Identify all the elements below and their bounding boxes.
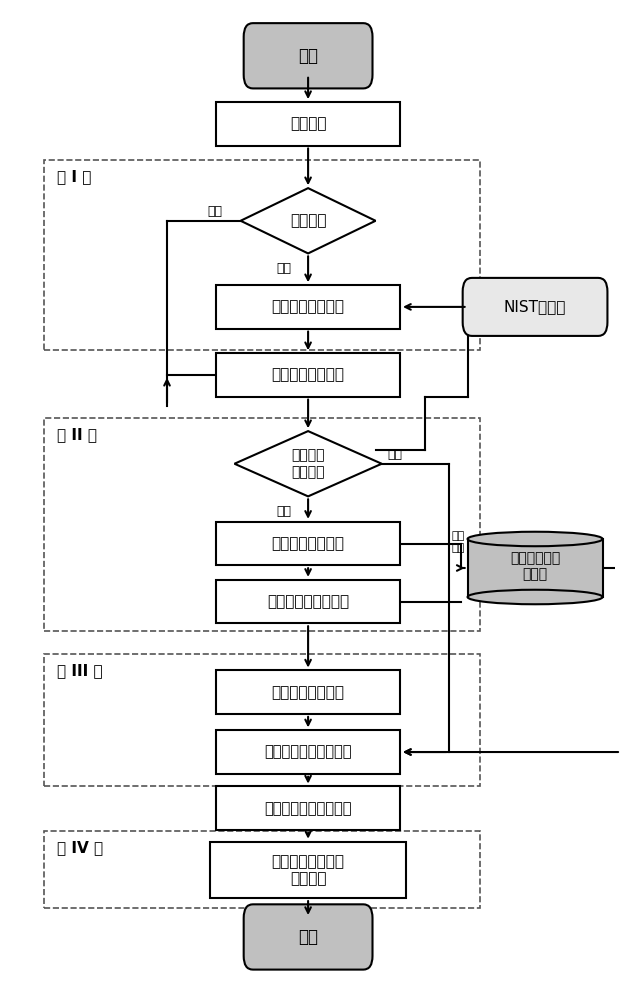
Text: 第 I 步: 第 I 步 [57,169,91,184]
FancyBboxPatch shape [216,670,400,714]
Text: 第 III 步: 第 III 步 [57,663,102,678]
FancyBboxPatch shape [216,522,400,565]
Text: 开始: 开始 [298,47,318,65]
Text: 质谱特征参数
数据库: 质谱特征参数 数据库 [510,551,560,582]
FancyBboxPatch shape [216,353,400,397]
Text: 已知: 已知 [207,205,222,218]
Text: 混合气体实际流量计算: 混合气体实际流量计算 [265,801,352,816]
Polygon shape [235,431,382,496]
Bar [468,539,602,597]
FancyBboxPatch shape [216,786,400,830]
FancyBboxPatch shape [216,580,400,623]
Text: 标定气体特征图谱: 标定气体特征图谱 [271,536,345,551]
Text: 确定气体组分种类: 确定气体组分种类 [271,299,345,314]
Text: 第 II 步: 第 II 步 [57,427,97,442]
Polygon shape [240,188,376,253]
FancyBboxPatch shape [216,102,400,146]
FancyBboxPatch shape [210,842,406,898]
Text: NIST数据库: NIST数据库 [504,299,566,314]
Text: 存储
数据: 存储 数据 [451,531,465,553]
Ellipse shape [468,532,602,546]
FancyBboxPatch shape [243,23,373,88]
Text: 混合气体流量校准
系数计算: 混合气体流量校准 系数计算 [271,854,345,886]
Text: 未知: 未知 [276,262,291,275]
Text: 选择参照气体种类: 选择参照气体种类 [271,367,345,382]
FancyBboxPatch shape [463,278,607,336]
Text: 未知: 未知 [276,505,291,518]
Text: 第 IV 步: 第 IV 步 [57,840,102,855]
FancyBboxPatch shape [216,285,400,329]
Text: 标定气体相对灵敏度: 标定气体相对灵敏度 [267,594,349,609]
Text: 混合气体组分流量计算: 混合气体组分流量计算 [265,745,352,760]
Text: 已知: 已知 [388,448,403,461]
Text: 气体质谱
特征参数: 气体质谱 特征参数 [291,449,325,479]
FancyBboxPatch shape [216,730,400,774]
Text: 组分种类: 组分种类 [290,213,327,228]
Text: 结束: 结束 [298,928,318,946]
Ellipse shape [468,590,602,604]
Text: 混合气体: 混合气体 [290,116,327,131]
FancyBboxPatch shape [243,904,373,970]
Text: 混合气体质谱检测: 混合气体质谱检测 [271,685,345,700]
